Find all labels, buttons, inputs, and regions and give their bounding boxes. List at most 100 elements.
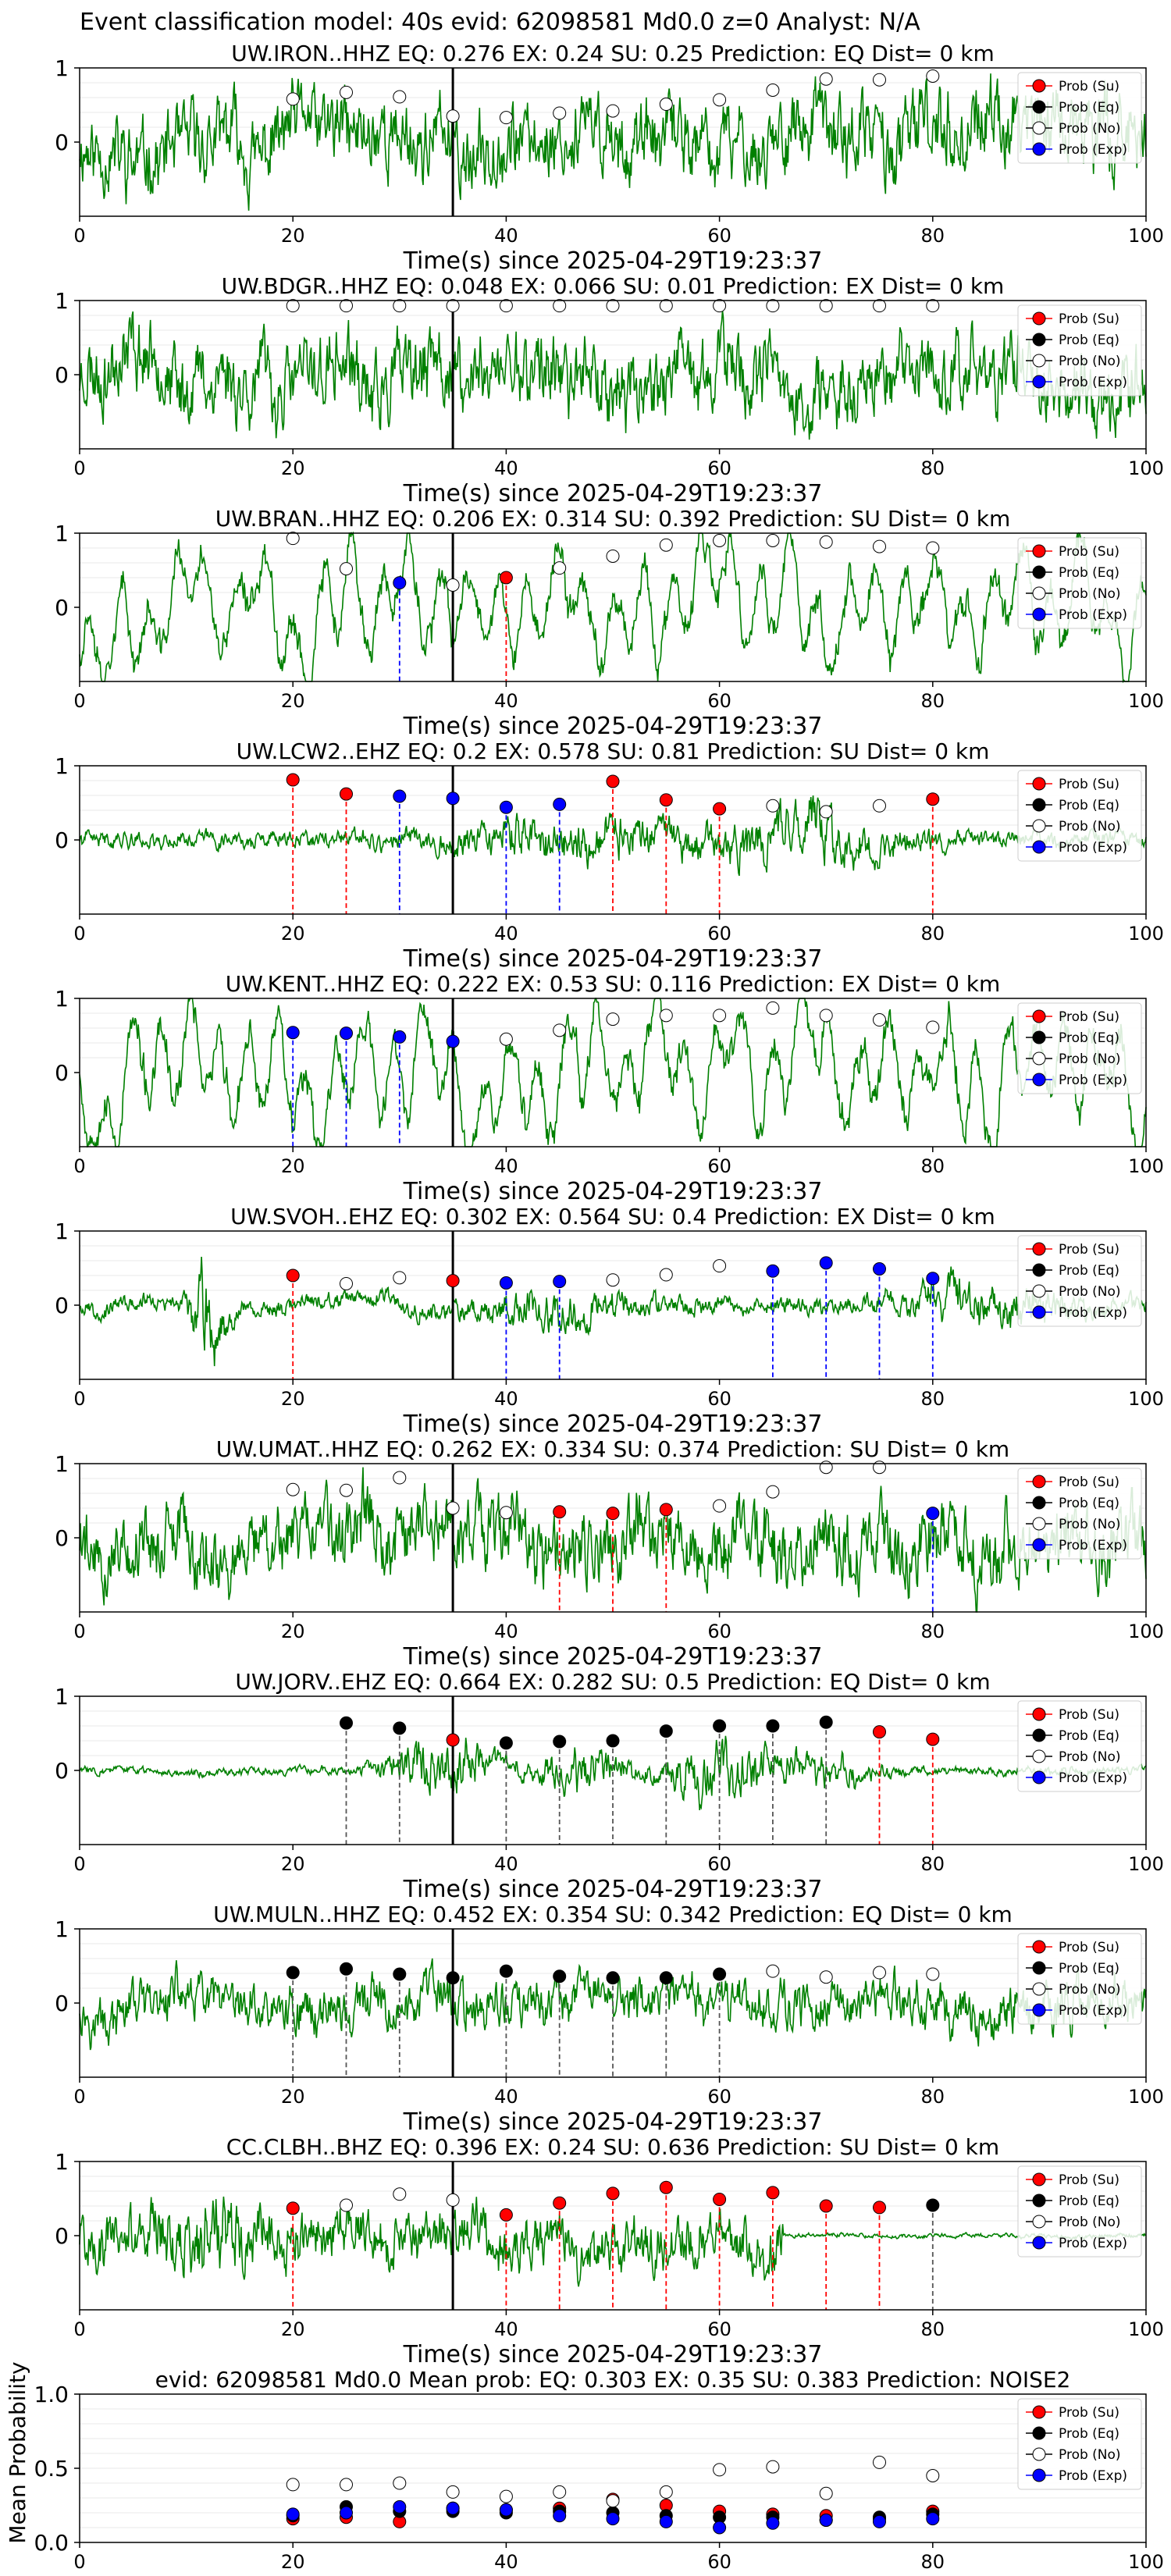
legend-box xyxy=(1017,2398,1142,2490)
x-tick-label: 100 xyxy=(1128,1388,1164,1410)
prob-marker-no xyxy=(659,538,673,552)
prob-marker-no xyxy=(553,1023,567,1037)
legend-label: Prob (Exp) xyxy=(1059,2236,1127,2251)
prob-marker-su xyxy=(446,1274,460,1288)
panel-6: UW.SVOH..EHZ EQ: 0.302 EX: 0.564 SU: 0.4… xyxy=(55,1204,1164,1438)
mean-prob-marker-exp xyxy=(659,2514,673,2528)
legend-label: Prob (Exp) xyxy=(1059,2003,1127,2019)
prob-marker-no xyxy=(446,2193,460,2207)
y-tick-label: 0.0 xyxy=(34,2530,69,2556)
seismic-waveform xyxy=(79,998,1147,1148)
x-tick-label: 20 xyxy=(281,225,305,247)
x-tick-label: 60 xyxy=(707,457,731,479)
x-tick-label: 0 xyxy=(73,1621,85,1642)
x-tick-label: 20 xyxy=(281,1388,305,1410)
x-tick-label: 60 xyxy=(707,1155,731,1177)
prob-marker-su xyxy=(659,2180,673,2194)
prob-marker-no xyxy=(606,1012,620,1026)
prob-marker-eq xyxy=(713,1719,727,1733)
mean-prob-marker-exp xyxy=(499,2503,513,2517)
legend-label: Prob (No) xyxy=(1059,1749,1121,1765)
legend-box xyxy=(1017,1002,1142,1094)
legend-label: Prob (Su) xyxy=(1059,2405,1119,2421)
prob-marker-eq xyxy=(286,1966,300,1980)
prob-marker-no xyxy=(659,98,673,112)
mean-prob-marker-exp xyxy=(819,2514,833,2527)
x-tick-label: 40 xyxy=(494,2086,518,2108)
prob-marker-eq xyxy=(393,1721,407,1735)
x-tick-label: 60 xyxy=(707,2086,731,2108)
prob-marker-no xyxy=(286,299,300,313)
prob-marker-eq xyxy=(606,1971,620,1985)
prob-marker-no xyxy=(606,549,620,563)
legend-label: Prob (No) xyxy=(1059,586,1121,602)
legend-label: Prob (Exp) xyxy=(1059,1538,1127,1553)
legend-label: Prob (Eq) xyxy=(1059,565,1119,581)
prob-marker-su xyxy=(766,2186,780,2200)
mean-prob-marker-exp xyxy=(553,2509,567,2523)
prob-marker-no xyxy=(606,299,620,313)
prob-marker-su xyxy=(873,2201,886,2215)
legend-label: Prob (Eq) xyxy=(1059,333,1119,348)
x-tick-label: 20 xyxy=(281,1621,305,1642)
x-tick-label: 0 xyxy=(73,690,85,712)
prob-marker-no xyxy=(926,299,940,313)
prob-marker-eq xyxy=(766,1719,780,1733)
panel-title: UW.SVOH..EHZ EQ: 0.302 EX: 0.564 SU: 0.4… xyxy=(230,1204,995,1229)
prob-marker-no xyxy=(766,799,780,813)
x-tick-label: 80 xyxy=(921,1853,945,1875)
mean-prob-marker-no xyxy=(873,2455,886,2469)
legend-marker-eq xyxy=(1032,1961,1046,1975)
mean-prob-marker-no xyxy=(340,2478,353,2492)
x-axis-label: Time(s) since 2025-04-29T19:23:37 xyxy=(403,945,823,973)
legend-marker-su xyxy=(1032,2172,1046,2186)
panel-title: UW.BRAN..HHZ EQ: 0.206 EX: 0.314 SU: 0.3… xyxy=(215,506,1011,532)
prob-marker-no xyxy=(873,799,886,813)
prob-marker-exp xyxy=(393,789,407,803)
mean-prob-marker-no xyxy=(606,2494,620,2508)
legend-label: Prob (Exp) xyxy=(1059,607,1127,623)
legend-marker-exp xyxy=(1032,1538,1046,1552)
prob-marker-su xyxy=(553,1505,567,1519)
prob-marker-exp xyxy=(553,797,567,811)
legend-marker-no xyxy=(1032,819,1046,833)
prob-marker-no xyxy=(446,578,460,592)
prob-marker-eq xyxy=(606,1734,620,1748)
x-axis-label: Time(s) since 2025-04-29T19:23:37 xyxy=(403,713,823,740)
prob-marker-exp xyxy=(340,1026,353,1041)
panel-10: CC.CLBH..BHZ EQ: 0.396 EX: 0.24 SU: 0.63… xyxy=(55,2134,1164,2368)
legend-marker-no xyxy=(1032,2447,1046,2461)
legend: Prob (Su) Prob (Eq) Prob (No) Prob (Exp) xyxy=(1017,2165,1142,2258)
x-axis-label: Time(s) since 2025-04-29T19:23:37 xyxy=(403,2341,823,2368)
legend-label: Prob (Exp) xyxy=(1059,142,1127,158)
legend-marker-exp xyxy=(1032,607,1046,621)
prob-marker-no xyxy=(446,109,460,123)
x-tick-label: 0 xyxy=(73,225,85,247)
legend: Prob (Su) Prob (Eq) Prob (No) Prob (Exp) xyxy=(1017,1235,1142,1327)
x-tick-label: 40 xyxy=(494,1155,518,1177)
mean-prob-marker-exp xyxy=(393,2500,407,2514)
y-tick-label: 0 xyxy=(55,1991,69,2016)
x-tick-label: 60 xyxy=(707,1388,731,1410)
prob-marker-eq xyxy=(340,1962,353,1976)
mean-prob-marker-no xyxy=(499,2489,513,2503)
legend-marker-su xyxy=(1032,2405,1046,2419)
legend-marker-su xyxy=(1032,1707,1046,1721)
legend: Prob (Su) Prob (Eq) Prob (No) Prob (Exp) xyxy=(1017,537,1142,629)
prob-marker-su xyxy=(286,773,300,787)
legend-marker-no xyxy=(1032,1517,1046,1531)
y-tick-label: 1 xyxy=(55,1916,69,1942)
legend-label: Prob (No) xyxy=(1059,819,1121,834)
prob-marker-no xyxy=(873,299,886,313)
prob-marker-no xyxy=(340,1276,353,1290)
seismic-waveform xyxy=(79,1256,1147,1367)
prob-marker-no xyxy=(926,541,940,555)
x-tick-label: 100 xyxy=(1128,457,1164,479)
prob-marker-no xyxy=(819,805,833,819)
mean-prob-marker-no xyxy=(286,2478,300,2492)
panel-title: UW.JORV..EHZ EQ: 0.664 EX: 0.282 SU: 0.5… xyxy=(235,1669,990,1695)
mean-prob-marker-no xyxy=(446,2485,460,2499)
legend: Prob (Su) Prob (Eq) Prob (No) Prob (Exp) xyxy=(1017,72,1142,164)
prob-marker-no xyxy=(393,2187,407,2201)
